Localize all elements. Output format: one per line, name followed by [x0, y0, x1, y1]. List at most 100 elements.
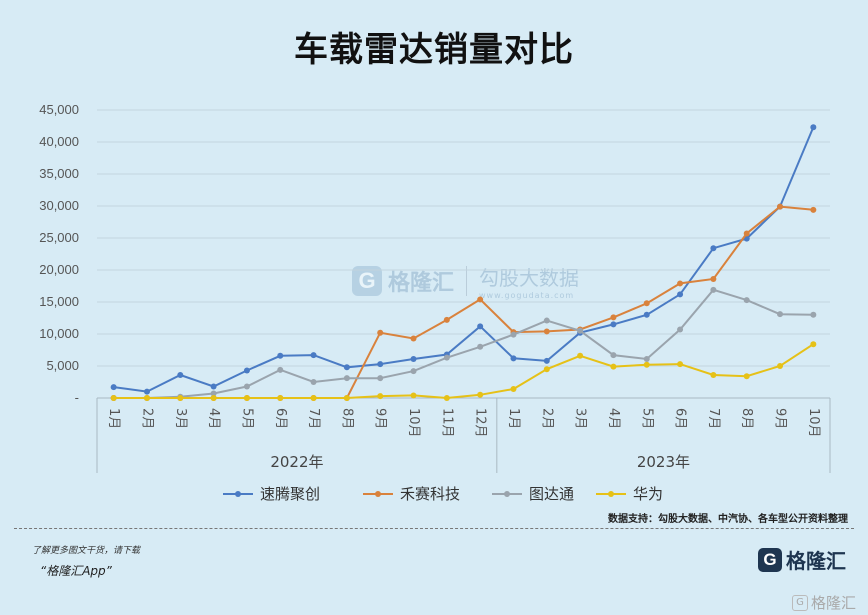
data-point: [510, 331, 517, 338]
data-point: [343, 395, 350, 401]
legend-label: 华为: [633, 485, 663, 503]
brand-logo-icon: G: [758, 547, 782, 572]
brand-logo: G 格隆汇: [758, 545, 846, 574]
y-tick-label: 10,000: [39, 326, 79, 341]
watermark-right-en: www.gogudata.com: [479, 291, 575, 300]
data-point: [143, 388, 150, 395]
series-line: [113, 288, 814, 399]
data-point: [777, 203, 784, 210]
footer-divider: [14, 528, 854, 529]
watermark-divider: [466, 266, 468, 296]
y-tick-label: 40,000: [39, 134, 79, 149]
data-point: [110, 384, 117, 391]
data-point: [710, 245, 717, 252]
data-point: [743, 230, 750, 237]
series-line: [113, 343, 814, 400]
data-point: [210, 390, 217, 397]
y-tick-label: 45,000: [39, 102, 79, 117]
x-tick-label: 8月: [339, 408, 354, 429]
brand-small-icon: G: [791, 594, 808, 611]
data-point: [310, 352, 317, 359]
data-point: [410, 335, 417, 342]
legend-marker: [235, 491, 241, 497]
brand-small: G 格隆汇: [791, 592, 856, 613]
footer-line-1: 了解更多图文干货，请下载: [32, 546, 141, 556]
data-point: [110, 395, 117, 401]
data-point: [310, 395, 317, 401]
data-point: [610, 363, 617, 370]
data-point: [543, 317, 550, 324]
brand-name: 格隆汇: [786, 549, 846, 573]
data-point: [743, 373, 750, 380]
data-point: [377, 361, 384, 368]
data-point: [443, 354, 450, 361]
data-point: [810, 311, 817, 318]
x-tick-label: 5月: [239, 408, 254, 429]
data-point: [643, 361, 650, 368]
watermark-left-text: 格隆汇: [388, 271, 455, 296]
data-point: [443, 395, 450, 401]
x-tick-label: 11月: [439, 408, 454, 438]
data-point: [377, 375, 384, 382]
data-point: [177, 395, 184, 401]
x-tick-label: 6月: [273, 408, 288, 429]
data-point: [277, 395, 284, 401]
data-point: [410, 368, 417, 375]
x-tick-label: 4月: [206, 408, 221, 429]
data-point: [543, 366, 550, 373]
y-tick-label: 15,000: [39, 294, 79, 309]
data-point: [477, 343, 484, 350]
series-line: [113, 126, 815, 393]
x-tick-label: 3月: [173, 408, 188, 429]
year-group-label: 2023年: [637, 453, 690, 471]
x-tick-label: 1月: [506, 408, 521, 429]
x-tick-label: 10月: [806, 408, 821, 438]
y-tick-label: 20,000: [39, 262, 79, 277]
chart-title: 车载雷达销量对比: [294, 30, 574, 70]
data-point: [410, 392, 417, 399]
legend-marker: [504, 491, 510, 497]
y-tick-label: -: [75, 390, 79, 405]
x-tick-label: 9月: [373, 408, 388, 429]
data-point: [677, 280, 684, 287]
x-tick-label: 2月: [139, 408, 154, 429]
data-point: [710, 275, 717, 282]
data-point: [610, 352, 617, 359]
legend-label: 速腾聚创: [260, 485, 320, 503]
year-group-label: 2022年: [270, 453, 323, 471]
data-point: [477, 391, 484, 398]
brand-small-name: 格隆汇: [810, 594, 856, 612]
watermark-logo-icon: G: [352, 266, 382, 296]
legend-label: 图达通: [529, 485, 574, 503]
data-point: [277, 366, 284, 373]
data-point: [777, 311, 784, 318]
legend-label: 禾赛科技: [400, 485, 460, 503]
y-tick-label: 5,000: [46, 358, 79, 373]
data-point: [577, 327, 584, 334]
x-tick-label: 4月: [606, 408, 621, 429]
data-point: [710, 371, 717, 378]
x-tick-label: 3月: [573, 408, 588, 429]
x-tick-label: 12月: [473, 408, 488, 438]
data-point: [443, 316, 450, 323]
data-point: [343, 364, 350, 371]
x-tick-label: 5月: [639, 408, 654, 429]
data-point: [643, 311, 650, 318]
data-point: [377, 329, 384, 336]
x-tick-label: 9月: [773, 408, 788, 429]
data-point: [577, 352, 584, 359]
data-point: [310, 379, 317, 385]
data-point: [377, 393, 384, 400]
legend-marker: [375, 491, 381, 497]
data-point: [477, 296, 484, 303]
data-point: [610, 314, 617, 321]
y-tick-label: 30,000: [39, 198, 79, 213]
data-point: [677, 361, 684, 368]
data-point: [610, 321, 617, 328]
x-tick-label: 7月: [706, 408, 721, 429]
data-point: [810, 341, 817, 348]
x-tick-label: 1月: [106, 408, 121, 429]
x-tick-label: 7月: [306, 408, 321, 429]
x-tick-label: 2月: [539, 408, 554, 429]
